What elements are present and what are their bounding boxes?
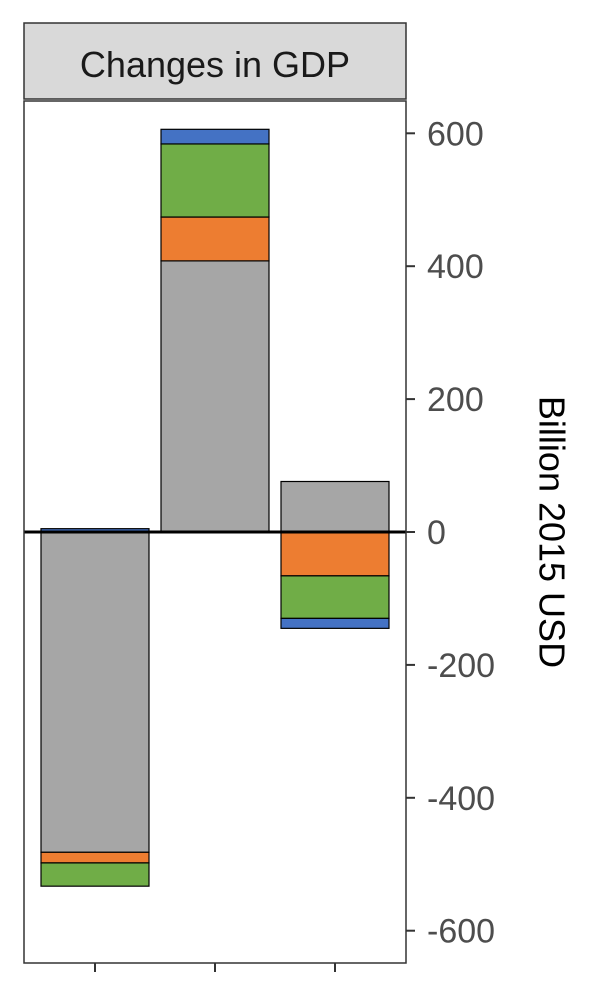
title-strip	[23, 22, 407, 100]
bar-segment-3-1	[280, 480, 390, 533]
y-axis: -600 -400 -200 0 200 400 600	[406, 115, 495, 951]
y-tick-label: -400	[427, 780, 495, 818]
y-tick-label: 0	[427, 514, 446, 552]
bar-segment-1-3	[40, 862, 150, 887]
y-tick-label: 400	[427, 248, 484, 286]
bar-segment-1-2	[40, 851, 150, 864]
chart-title: Changes in GDP	[80, 44, 350, 85]
bar-segment-2-4	[160, 128, 270, 145]
bar-segment-3-3	[280, 575, 390, 619]
y-tick-label: 600	[427, 115, 484, 153]
bars-layer	[40, 128, 390, 887]
y-tick-label: 200	[427, 381, 484, 419]
bar-segment-3-4	[280, 617, 390, 629]
y-tick-label: -600	[427, 913, 495, 951]
bar-segment-2-2	[160, 216, 270, 262]
y-axis-label: Billion 2015 USD	[531, 396, 572, 668]
x-axis-ticks	[94, 963, 336, 972]
bar-segment-1-1	[40, 531, 150, 853]
bar-segment-3-2	[280, 531, 390, 577]
bar-segment-2-1	[160, 260, 270, 533]
bar-segment-2-3	[160, 143, 270, 218]
y-tick-label: -200	[427, 647, 495, 685]
